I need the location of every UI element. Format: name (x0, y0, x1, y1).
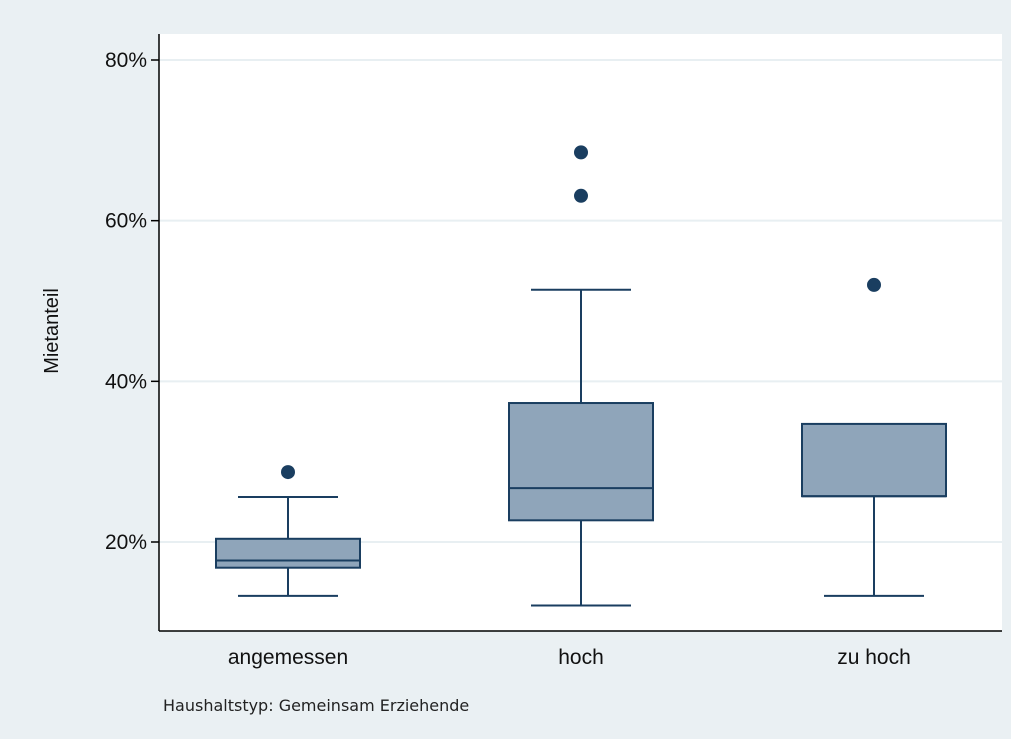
outlier-point (281, 465, 295, 480)
box-plot-angemessen (215, 465, 361, 597)
box-plot-hoch (508, 145, 654, 607)
chart-note: Haushaltstyp: Gemeinsam Erziehende (163, 696, 469, 715)
y-tick-label: 40% (105, 370, 147, 393)
iqr-box (215, 537, 361, 569)
x-category-label: hoch (558, 646, 604, 669)
box-plot-zu-hoch (801, 277, 947, 597)
box-plots (215, 145, 947, 607)
iqr-box (508, 402, 654, 522)
x-axis-categories: angemessen hoch zu hoch (228, 646, 911, 669)
x-category-label: angemessen (228, 646, 348, 669)
outlier-point (574, 188, 588, 203)
outlier-point (867, 277, 881, 292)
outlier-point (574, 145, 588, 160)
y-tick-label: 80% (105, 49, 147, 72)
iqr-box (801, 422, 947, 498)
y-axis-ticks: 20% 40% 60% 80% (105, 49, 159, 554)
y-tick-label: 60% (105, 210, 147, 233)
y-axis-title: Mietanteil (41, 288, 63, 374)
x-category-label: zu hoch (837, 646, 911, 669)
y-tick-label: 20% (105, 531, 147, 554)
